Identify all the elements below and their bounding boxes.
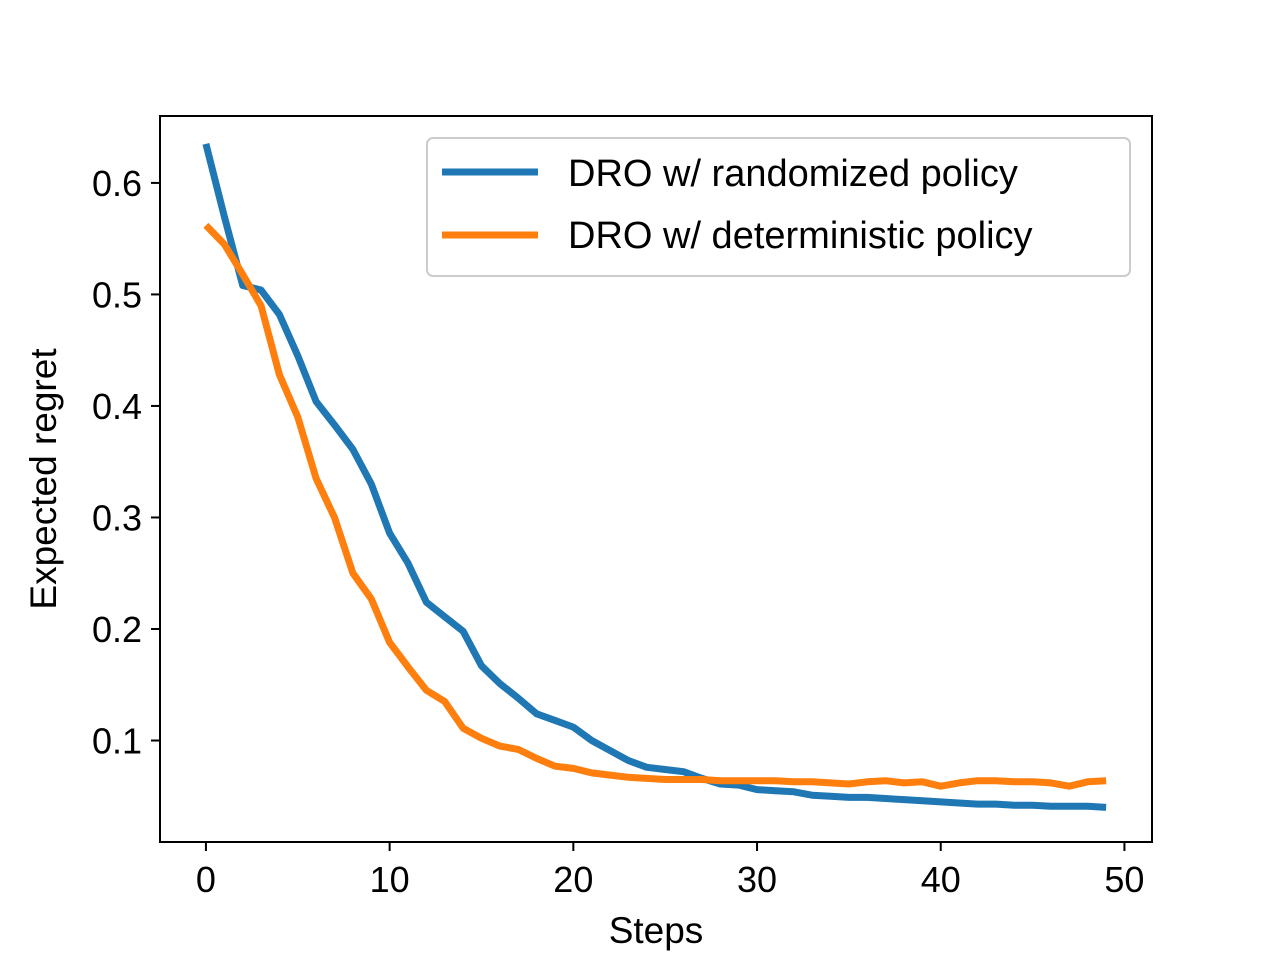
legend-box: [426, 137, 1131, 277]
x-tick-label: 20: [553, 859, 593, 900]
x-axis-ticks: 0 10 20 30 40 50: [196, 842, 1144, 900]
x-tick-label: 10: [370, 859, 410, 900]
series-line-randomized: [202, 143, 1107, 811]
series-layer: [202, 143, 1107, 811]
y-tick-label: 0.2: [92, 609, 142, 650]
y-axis-ticks: 0.1 0.2 0.3 0.4 0.5 0.6: [92, 163, 160, 762]
legend-label-deterministic: DRO w/ deterministic policy: [568, 215, 1033, 257]
x-tick-label: 0: [196, 859, 216, 900]
y-axis-label: Expected regret: [23, 348, 64, 610]
plot-frame: [159, 115, 1153, 843]
y-tick-label: 0.4: [92, 386, 142, 427]
series-line-deterministic: [203, 222, 1107, 790]
x-tick-label: 40: [921, 859, 961, 900]
x-tick-label: 50: [1104, 859, 1144, 900]
y-tick-label: 0.3: [92, 497, 142, 538]
legend-label-randomized: DRO w/ randomized policy: [568, 153, 1018, 195]
y-tick-label: 0.6: [92, 163, 142, 204]
x-axis-label: Steps: [609, 910, 704, 951]
legend: DRO w/ randomized policy DRO w/ determin…: [426, 137, 1131, 277]
x-tick-label: 30: [737, 859, 777, 900]
y-tick-label: 0.1: [92, 721, 142, 762]
y-tick-label: 0.5: [92, 274, 142, 315]
